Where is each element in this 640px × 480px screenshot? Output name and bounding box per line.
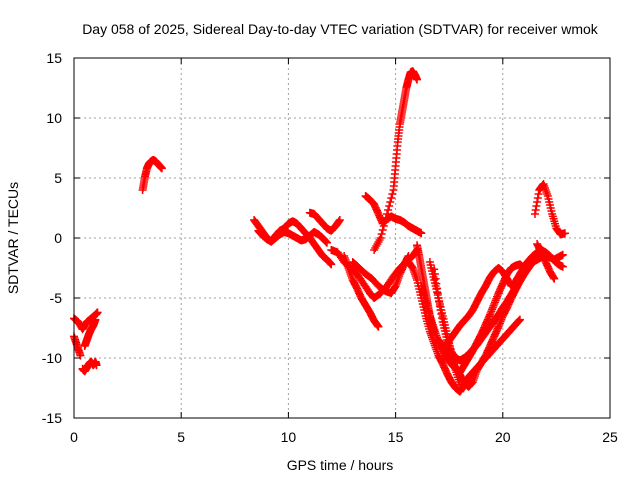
data-point [335, 216, 344, 224]
data-point [558, 250, 567, 259]
data-point [388, 190, 397, 198]
data-point [379, 222, 388, 230]
series-20 [533, 240, 559, 283]
data-point [374, 322, 383, 331]
y-tick-label: 10 [46, 110, 62, 126]
x-tick-label: 10 [281, 429, 297, 445]
series-5 [138, 156, 166, 194]
data-point [93, 308, 102, 317]
series-3 [78, 357, 101, 376]
data-point [376, 234, 385, 242]
series-4 [80, 315, 100, 350]
x-axis-label: GPS time / hours [287, 457, 394, 473]
x-tick-label: 25 [602, 429, 618, 445]
x-tick-label: 15 [388, 429, 404, 445]
data-point [327, 260, 336, 269]
data-point [377, 230, 386, 238]
series-13 [370, 67, 422, 254]
y-tick-label: 0 [54, 230, 62, 246]
data-point [383, 210, 392, 218]
data-point [381, 214, 390, 222]
grid-lines [74, 58, 610, 418]
data-point [384, 206, 393, 214]
data-points [70, 67, 569, 396]
x-tick-label: 20 [495, 429, 511, 445]
chart-title: Day 058 of 2025, Sidereal Day-to-day VTE… [82, 21, 599, 37]
x-tick-label: 0 [70, 429, 78, 445]
data-point [550, 274, 559, 283]
y-tick-label: -5 [50, 290, 63, 306]
data-point [386, 198, 395, 206]
data-point [417, 229, 426, 238]
series-10 [340, 252, 383, 331]
data-point [413, 75, 422, 84]
axis-ticks: 0 5 10 15 20 25 -15 -10 -5 0 5 10 15 [42, 50, 618, 445]
series-7 [254, 226, 331, 247]
data-point [92, 361, 101, 370]
series-21 [413, 241, 439, 336]
data-point [76, 351, 85, 360]
y-axis-label: SDTVAR / TECUs [5, 182, 21, 294]
data-point [157, 164, 166, 173]
data-point [378, 226, 387, 234]
data-point [558, 262, 567, 271]
series-22 [425, 258, 464, 389]
data-point [322, 238, 331, 247]
series-19 [530, 180, 569, 239]
data-point [430, 327, 439, 336]
data-point [455, 380, 464, 389]
data-point [380, 218, 389, 226]
y-tick-label: 15 [46, 50, 62, 66]
data-point [387, 194, 396, 202]
y-tick-label: -15 [42, 410, 62, 426]
y-tick-label: 5 [54, 170, 62, 186]
data-point [385, 202, 394, 210]
data-point [91, 315, 100, 324]
data-point [560, 229, 569, 238]
x-tick-label: 5 [177, 429, 185, 445]
data-point [515, 315, 524, 324]
y-tick-label: -10 [42, 350, 62, 366]
series-8 [305, 208, 344, 235]
